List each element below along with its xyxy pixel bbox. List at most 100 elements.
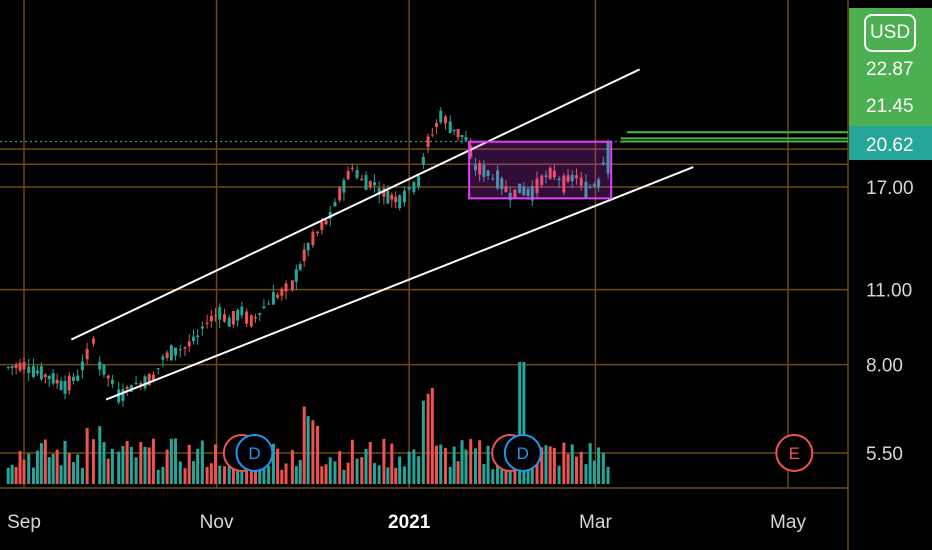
candle-body (579, 177, 583, 186)
volume-bar (214, 444, 218, 484)
volume-bar (557, 465, 561, 484)
consolidation-box[interactable] (468, 140, 613, 200)
candle-body (121, 389, 125, 401)
marker-label: D (248, 444, 260, 463)
volume-bar (601, 452, 605, 484)
candle-body (294, 269, 298, 282)
upper-trendline[interactable] (70, 68, 641, 341)
volume-bar (161, 466, 165, 484)
candle-body (435, 122, 439, 127)
candle-body (570, 174, 574, 181)
volume-bar (316, 425, 320, 484)
volume-bar (360, 457, 364, 484)
candle-body (504, 187, 508, 192)
candle-body (530, 186, 534, 201)
volume-bar (368, 442, 372, 484)
volume-bar (290, 450, 294, 484)
candle-body (227, 317, 231, 327)
volume-bar (43, 439, 47, 484)
volume-bar (222, 466, 226, 484)
candle-body (31, 366, 35, 377)
volume-bar (178, 461, 182, 484)
candle-body (134, 382, 138, 385)
candle-body (236, 310, 240, 321)
candle-body (557, 178, 561, 181)
earnings-marker[interactable]: E (775, 434, 814, 472)
volume-bar (570, 444, 574, 484)
candle-body (209, 315, 213, 322)
candle-body (187, 341, 191, 347)
volume-bar (47, 457, 51, 484)
volume-bar (51, 453, 55, 484)
candle-body (342, 180, 346, 193)
volume-bar (110, 448, 114, 484)
candle-body (231, 311, 235, 325)
candle-body (496, 170, 500, 189)
volume-bar (473, 448, 477, 484)
volume-bar (306, 416, 310, 484)
volume-bar (398, 456, 402, 484)
candle-body (267, 303, 271, 305)
currency-button[interactable]: USD (864, 14, 916, 52)
volume-bar (456, 461, 460, 484)
volume-bar (76, 454, 80, 484)
candle-body (584, 181, 588, 198)
candle-body (191, 336, 195, 342)
volume-bar (121, 445, 125, 484)
x-tick-label: May (770, 512, 806, 533)
candle-body (218, 307, 222, 320)
dividend-marker[interactable]: D (235, 434, 274, 472)
volume-bar (592, 460, 596, 484)
candle-body (482, 165, 486, 177)
candle-body (355, 170, 359, 178)
candle-body (67, 375, 71, 391)
candle-body (500, 178, 504, 190)
candle-body (10, 366, 14, 368)
volume-bar (139, 442, 143, 484)
volume-bar (562, 442, 566, 484)
volume-bar (504, 459, 508, 484)
volume-bar (435, 445, 439, 484)
volume-bar (67, 453, 71, 484)
volume-bar (518, 362, 522, 484)
y-tick-label: 11.00 (866, 281, 912, 302)
marker-circle (503, 434, 542, 472)
volume-bar (134, 457, 138, 484)
candle-body (214, 315, 218, 317)
candle-body (592, 184, 596, 187)
time-axis: Sep Nov 2021 Mar May (7, 512, 806, 533)
candle-body (174, 347, 178, 356)
dividend-marker[interactable]: D (503, 434, 542, 472)
candle-body (280, 288, 284, 296)
candle-body (290, 280, 294, 291)
candle-body (394, 196, 398, 203)
y-tick-label: 17.00 (866, 178, 914, 199)
candle-body (63, 380, 67, 394)
candle-body (43, 374, 47, 378)
candle-body (316, 231, 320, 234)
volume-bar (402, 466, 406, 484)
candle-body (91, 338, 95, 344)
candle-body (161, 356, 165, 360)
volume-bar (218, 465, 222, 484)
volume-bar (333, 461, 337, 484)
candle-body (311, 232, 315, 246)
volume-bar (390, 443, 394, 484)
volume-bar (544, 445, 548, 484)
candle-body (368, 180, 372, 188)
candle-body (18, 362, 22, 371)
volume-bar (85, 428, 89, 484)
candle-body (85, 349, 89, 360)
candle-body (562, 175, 566, 193)
event-markers[interactable]: EDEDE (222, 434, 814, 472)
volume-bar (10, 464, 14, 484)
candle-body (526, 188, 530, 196)
volume-bar (267, 465, 271, 484)
candle-body (456, 129, 460, 138)
candle-body (328, 211, 332, 219)
candle-body (540, 175, 544, 186)
candle-body (98, 361, 102, 370)
volume-bar (597, 447, 601, 484)
lower-trendline[interactable] (105, 166, 694, 401)
